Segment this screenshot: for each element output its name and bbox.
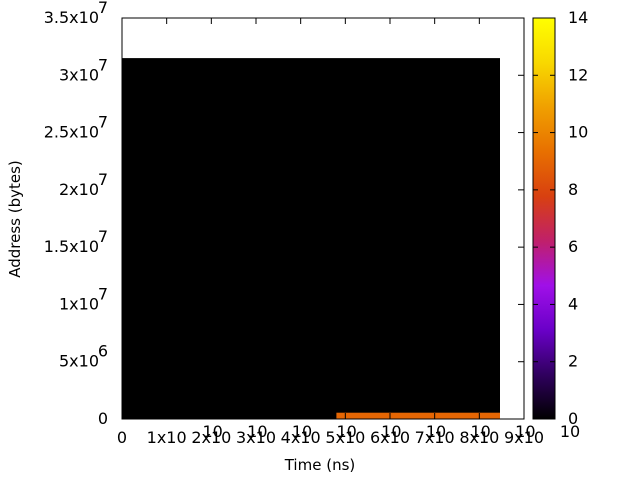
y-tick-exponent: 7 bbox=[98, 55, 108, 74]
y-tick-exponent: 7 bbox=[98, 0, 108, 17]
colorbar bbox=[532, 17, 556, 420]
y-tick-label: 5x10 bbox=[59, 352, 99, 371]
y-tick-exponent: 7 bbox=[98, 284, 108, 303]
y-axis-ticks: 065x1071x1071.5x1072x1072.5x1073x1073.5x… bbox=[44, 0, 524, 428]
y-tick-label: 1x10 bbox=[59, 294, 99, 313]
x-tick-label: 5x10 bbox=[325, 428, 365, 447]
x-tick-label: 4x10 bbox=[281, 428, 321, 447]
y-axis-label: Address (bytes) bbox=[6, 160, 24, 278]
x-axis-label: Time (ns) bbox=[284, 456, 356, 474]
y-tick-label: 0 bbox=[98, 409, 108, 428]
plot-area-border bbox=[121, 17, 525, 420]
colorbar-tick-label: 14 bbox=[568, 8, 588, 27]
x-tick-label: 1x10 bbox=[147, 428, 187, 447]
x-tick-exponent: 10 bbox=[470, 422, 490, 441]
x-tick-exponent: 10 bbox=[292, 422, 312, 441]
y-tick-label: 1.5x10 bbox=[44, 237, 99, 256]
x-tick-exponent: 10 bbox=[336, 422, 356, 441]
colorbar-tick-label: 6 bbox=[568, 237, 578, 256]
colorbar-tick-label: 4 bbox=[568, 294, 578, 313]
x-tick-exponent: 10 bbox=[515, 422, 535, 441]
x-tick-label: 9x10 bbox=[504, 428, 544, 447]
x-tick-exponent: 10 bbox=[247, 422, 267, 441]
x-tick-label: 8x10 bbox=[459, 428, 499, 447]
x-tick-label: 7x10 bbox=[415, 428, 455, 447]
heatmap-cells bbox=[122, 58, 500, 419]
x-tick-label: 2x10 bbox=[191, 428, 231, 447]
x-tick-label: 3x10 bbox=[236, 428, 276, 447]
y-tick-label: 3.5x10 bbox=[44, 8, 99, 27]
heatmap-cell-0 bbox=[122, 58, 500, 419]
x-tick-exponent: 10 bbox=[426, 422, 446, 441]
colorbar-tick-label: 12 bbox=[568, 65, 588, 84]
y-tick-exponent: 7 bbox=[98, 113, 108, 132]
x-tick-label: 6x10 bbox=[370, 428, 410, 447]
x-tick-exponent: 10 bbox=[560, 422, 580, 441]
colorbar-tick-label: 8 bbox=[568, 180, 578, 199]
y-tick-label: 2x10 bbox=[59, 180, 99, 199]
colorbar-tick-label: 0 bbox=[568, 409, 578, 428]
x-tick-label: 0 bbox=[117, 428, 127, 447]
colorbar-ticks: 0 2 4 6 8 10 12 14 bbox=[533, 8, 588, 428]
y-tick-exponent: 6 bbox=[98, 342, 108, 361]
heatmap-cell-1 bbox=[336, 412, 500, 419]
colorbar-tick-label: 2 bbox=[568, 352, 578, 371]
y-tick-exponent: 7 bbox=[98, 227, 108, 246]
x-tick-exponent: 10 bbox=[202, 422, 222, 441]
x-tick-exponent: 10 bbox=[381, 422, 401, 441]
colorbar-tick-label: 10 bbox=[568, 123, 588, 142]
y-tick-exponent: 7 bbox=[98, 170, 108, 189]
y-tick-label: 3x10 bbox=[59, 65, 99, 84]
y-tick-label: 2.5x10 bbox=[44, 123, 99, 142]
